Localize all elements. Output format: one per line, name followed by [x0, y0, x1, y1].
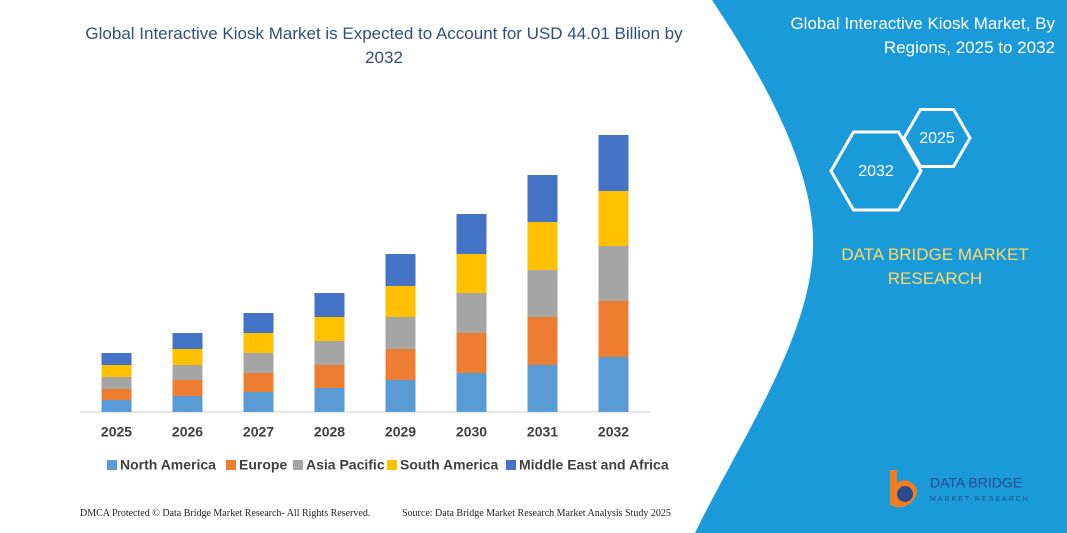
legend-swatch [293, 460, 303, 470]
side-panel [695, 0, 1067, 533]
bar-segment [172, 380, 203, 396]
panel-brand: DATA BRIDGE MARKET RESEARCH [841, 245, 1029, 288]
bar-segment [243, 373, 274, 392]
hexagon [829, 130, 923, 212]
bar-segment [527, 317, 558, 365]
legend-swatch [506, 460, 516, 470]
bar-segment [243, 353, 274, 373]
bar-segment [101, 400, 132, 412]
legend-label: Asia Pacific [306, 457, 385, 473]
x-tick-label: 2032 [598, 424, 629, 440]
logo-name: DATA BRIDGE [930, 475, 1022, 491]
bar-segment [101, 389, 132, 400]
panel-title: Global Interactive Kiosk Market, By Regi… [790, 14, 1055, 57]
legend-swatch [107, 460, 117, 470]
bar-segment [314, 317, 345, 341]
bar-segment [598, 135, 629, 191]
bar-segment [456, 333, 487, 373]
bar-segment [527, 222, 558, 270]
hexagon-label: 2025 [919, 130, 955, 147]
x-tick-label: 2025 [101, 424, 132, 440]
bar-segment [101, 377, 132, 389]
hexagon [902, 108, 972, 168]
bar-segment [527, 270, 558, 317]
chart-title: Global Interactive Kiosk Market is Expec… [85, 24, 683, 67]
footer-left: DMCA Protected © Data Bridge Market Rese… [80, 508, 371, 519]
x-tick-label: 2029 [385, 424, 416, 440]
bar-segment [243, 313, 274, 333]
bar-segment [314, 293, 345, 317]
bar-segment [527, 365, 558, 412]
legend-label: North America [120, 457, 216, 473]
bar-segment [172, 349, 203, 365]
hexagon-label: 2032 [858, 163, 894, 180]
bar-segment [456, 214, 487, 254]
legend-swatch [387, 460, 397, 470]
bar-segment [101, 353, 132, 365]
x-tick-label: 2027 [243, 424, 274, 440]
bar-segment [598, 301, 629, 357]
legend-swatch [226, 460, 236, 470]
legend-label: Europe [239, 457, 287, 473]
logo: DATA BRIDGE MARKET RESEARCH [890, 470, 1030, 508]
bar-segment [172, 365, 203, 380]
x-tick-label: 2026 [172, 424, 203, 440]
bar-segment [598, 191, 629, 246]
bar-segment [314, 365, 345, 388]
bar-segment [527, 175, 558, 222]
logo-tagline: MARKET RESEARCH [930, 496, 1030, 503]
x-tick-label: 2028 [314, 424, 345, 440]
bar-segment [243, 333, 274, 353]
bar-segment [101, 365, 132, 377]
x-tick-label: 2030 [456, 424, 487, 440]
bar-segment [456, 293, 487, 333]
footer-right: Source: Data Bridge Market Research Mark… [402, 508, 671, 519]
bar-segment [385, 380, 416, 412]
bar-segment [385, 254, 416, 286]
bar-segment [598, 246, 629, 301]
legend-label: South America [400, 457, 498, 473]
bar-segment [243, 392, 274, 412]
bar-segment [385, 286, 416, 317]
bar-segment [598, 357, 629, 412]
bar-segment [385, 317, 416, 349]
bar-segment [314, 341, 345, 365]
bar-segment [385, 349, 416, 380]
logo-mark [897, 486, 913, 502]
bar-segment [172, 333, 203, 349]
bar-segment [314, 388, 345, 412]
x-tick-label: 2031 [527, 424, 558, 440]
bar-segment [456, 254, 487, 293]
legend-label: Middle East and Africa [519, 457, 669, 473]
bar-segment [172, 396, 203, 412]
bar-segment [456, 373, 487, 412]
